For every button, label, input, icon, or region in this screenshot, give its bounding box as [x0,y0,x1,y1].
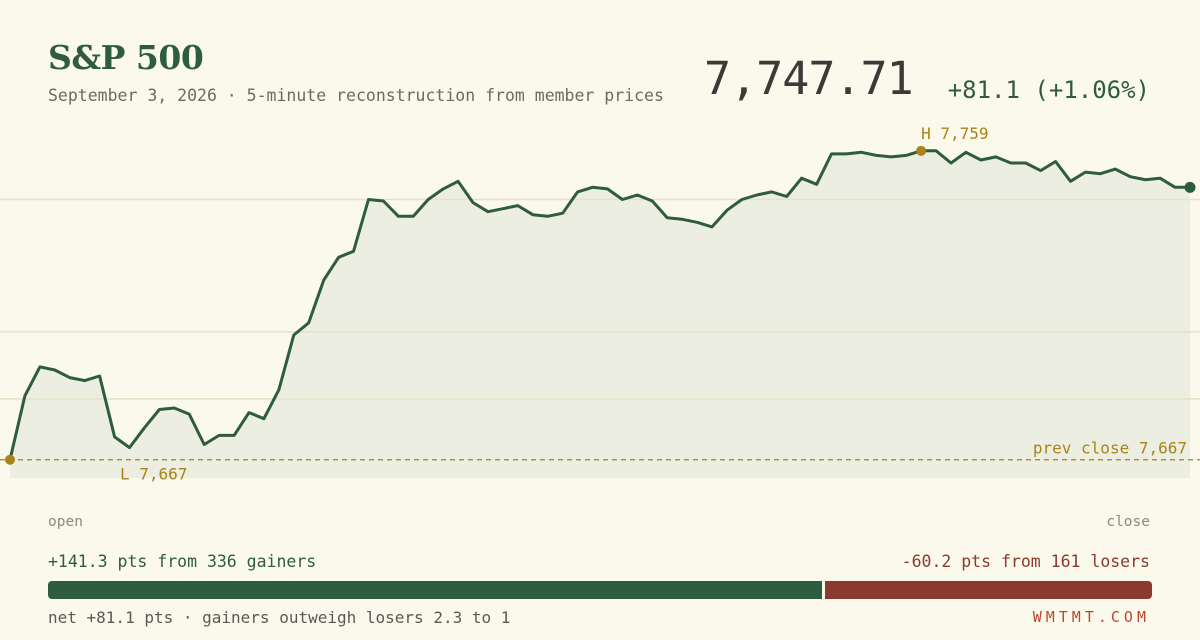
price-area [10,150,1190,479]
gainers-bar [48,581,822,599]
x-end-label: close [1106,514,1150,530]
page-title: S&P 500 [48,38,204,77]
last-point-marker [1184,181,1196,193]
low-label: L 7,667 [120,465,187,484]
page-subtitle: September 3, 2026 · 5-minute reconstruct… [48,86,664,105]
high-label: H 7,759 [921,124,988,143]
losers-summary: -60.2 pts from 161 losers [901,552,1150,571]
losers-bar [825,581,1152,599]
x-start-label: open [48,514,83,530]
price-change: +81.1 (+1.06%) [947,76,1150,104]
price-line [8,149,1192,462]
current-price: 7,747.71 [704,52,914,105]
prev-close-label: prev close 7,667 [1033,439,1187,458]
gainers-summary: +141.3 pts from 336 gainers [48,552,317,571]
net-summary: net +81.1 pts · gainers outweigh losers … [48,608,511,627]
low-marker [5,454,15,465]
brand-wordmark: WMTMT.COM [1032,608,1150,626]
intraday-chart: prev close 7,667 H 7,759 L 7,667 [0,124,1200,484]
high-marker [916,145,927,156]
